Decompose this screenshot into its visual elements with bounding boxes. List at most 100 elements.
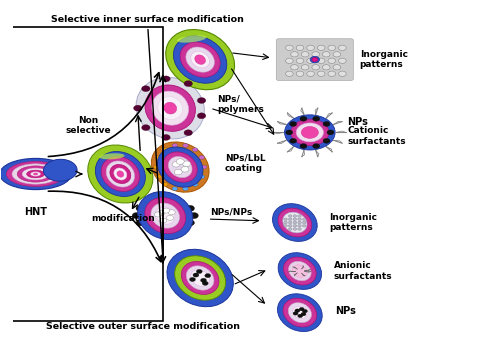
Circle shape — [198, 97, 206, 103]
Circle shape — [290, 121, 296, 126]
Circle shape — [296, 45, 304, 50]
Text: Selective inner surface modification: Selective inner surface modification — [52, 15, 244, 24]
Circle shape — [136, 205, 145, 212]
Ellipse shape — [288, 303, 312, 323]
Ellipse shape — [0, 158, 72, 190]
Circle shape — [318, 71, 325, 77]
Circle shape — [338, 45, 346, 50]
Circle shape — [284, 221, 288, 224]
Circle shape — [300, 116, 307, 121]
Circle shape — [161, 227, 170, 233]
Circle shape — [286, 130, 292, 135]
Text: Selective outer surface modification: Selective outer surface modification — [46, 322, 240, 331]
Ellipse shape — [12, 164, 59, 184]
Circle shape — [288, 224, 292, 227]
Circle shape — [288, 221, 292, 224]
Ellipse shape — [180, 42, 220, 77]
Circle shape — [162, 134, 170, 140]
Circle shape — [184, 130, 192, 136]
Circle shape — [322, 52, 330, 57]
Ellipse shape — [163, 152, 197, 182]
Ellipse shape — [99, 153, 124, 159]
Circle shape — [182, 187, 188, 191]
Ellipse shape — [158, 97, 182, 120]
Ellipse shape — [296, 123, 324, 142]
Ellipse shape — [110, 165, 131, 183]
Circle shape — [176, 159, 184, 164]
Ellipse shape — [164, 102, 176, 114]
Ellipse shape — [168, 157, 192, 177]
Circle shape — [146, 200, 156, 206]
Ellipse shape — [278, 208, 312, 237]
Ellipse shape — [166, 30, 234, 90]
Circle shape — [307, 58, 314, 63]
Ellipse shape — [195, 55, 205, 64]
Circle shape — [333, 52, 340, 57]
Text: NPs: NPs — [335, 306, 355, 316]
Circle shape — [288, 218, 292, 221]
Circle shape — [290, 65, 298, 70]
Ellipse shape — [182, 261, 219, 294]
Ellipse shape — [174, 36, 227, 83]
Ellipse shape — [278, 294, 322, 332]
Circle shape — [293, 312, 298, 315]
Circle shape — [154, 212, 162, 217]
Circle shape — [162, 76, 170, 82]
Circle shape — [199, 156, 204, 159]
Circle shape — [286, 58, 293, 63]
Circle shape — [202, 165, 207, 169]
Ellipse shape — [145, 198, 186, 234]
Circle shape — [322, 65, 330, 70]
Circle shape — [132, 213, 141, 219]
Circle shape — [154, 165, 159, 169]
Circle shape — [190, 213, 198, 219]
Circle shape — [333, 65, 340, 70]
Circle shape — [298, 221, 302, 224]
Circle shape — [182, 161, 190, 166]
Circle shape — [174, 169, 182, 175]
Ellipse shape — [96, 151, 146, 197]
Circle shape — [205, 274, 210, 278]
Circle shape — [186, 205, 194, 212]
Circle shape — [312, 144, 320, 149]
Ellipse shape — [174, 256, 226, 300]
Circle shape — [307, 71, 314, 77]
Circle shape — [293, 224, 296, 227]
Ellipse shape — [114, 168, 127, 180]
Circle shape — [182, 143, 188, 148]
Ellipse shape — [152, 91, 188, 125]
Ellipse shape — [88, 145, 153, 203]
Circle shape — [175, 200, 184, 206]
Ellipse shape — [22, 168, 49, 180]
Circle shape — [192, 148, 198, 152]
Ellipse shape — [167, 249, 234, 307]
Circle shape — [142, 86, 150, 92]
Circle shape — [302, 309, 308, 313]
Circle shape — [293, 215, 296, 217]
Circle shape — [288, 215, 292, 217]
Circle shape — [198, 113, 206, 119]
Circle shape — [312, 52, 320, 57]
Circle shape — [142, 125, 150, 130]
Circle shape — [328, 45, 336, 50]
Circle shape — [136, 220, 145, 226]
Circle shape — [199, 175, 204, 179]
Circle shape — [172, 187, 178, 191]
Circle shape — [161, 198, 170, 204]
Ellipse shape — [6, 161, 65, 187]
Circle shape — [162, 208, 170, 213]
Circle shape — [288, 228, 292, 230]
Circle shape — [175, 225, 184, 231]
Circle shape — [158, 210, 165, 215]
Circle shape — [307, 45, 314, 50]
Circle shape — [186, 220, 194, 226]
Circle shape — [172, 161, 180, 167]
Circle shape — [298, 314, 302, 318]
Circle shape — [298, 215, 302, 217]
Ellipse shape — [44, 159, 77, 181]
Circle shape — [184, 81, 192, 87]
Text: Non
selective: Non selective — [65, 116, 111, 135]
Circle shape — [202, 281, 208, 285]
Ellipse shape — [291, 119, 329, 146]
Text: modification: modification — [91, 214, 154, 223]
